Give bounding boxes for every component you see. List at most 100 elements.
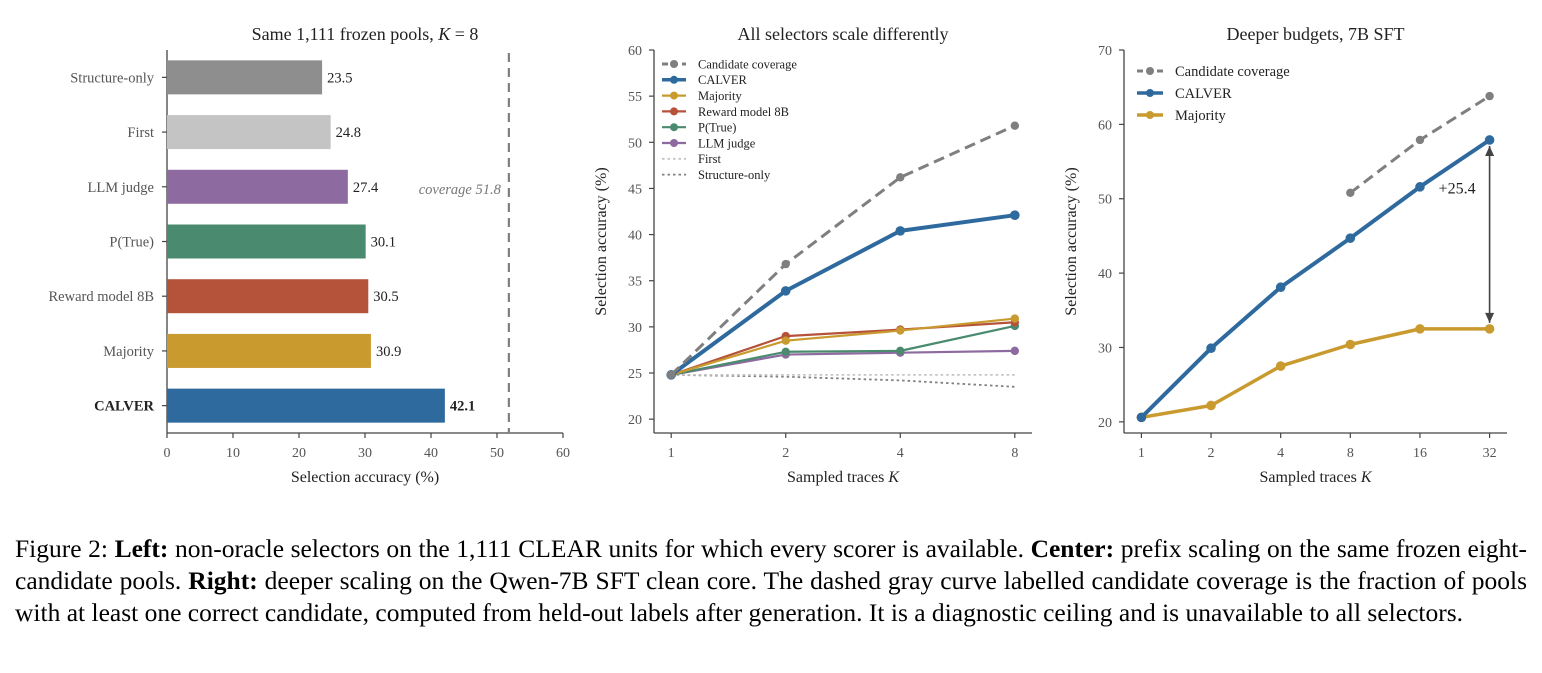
center-legend-label: Structure-only — [698, 168, 771, 182]
center-point-candidate-coverage — [1010, 121, 1020, 130]
right-chart-title: Deeper budgets, 7B SFT — [1227, 24, 1405, 44]
center-y-tick-label: 60 — [628, 44, 642, 59]
left-category-label: Reward model 8B — [48, 289, 154, 305]
center-x-tick-label: 8 — [1011, 446, 1018, 461]
center-x-tick-label: 2 — [782, 446, 789, 461]
caption-center-heading: Center: — [1030, 534, 1115, 563]
right-legend-marker-calver — [1146, 89, 1154, 97]
center-series-line-llm-judge — [670, 349, 1015, 376]
right-point-majority — [1206, 400, 1216, 411]
left-category-label: P(True) — [109, 235, 154, 251]
right-legend-marker-candidate-coverage — [1146, 67, 1154, 75]
left-category-label: Structure-only — [70, 70, 155, 86]
left-x-tick-label: 10 — [226, 446, 240, 461]
center-x-tick-label: 4 — [897, 446, 904, 461]
center-point-candidate-coverage — [781, 259, 790, 269]
center-y-tick-label: 45 — [628, 182, 642, 197]
left-x-axis-label: Selection accuracy (%) — [291, 469, 439, 486]
center-series-line-candidate-coverage — [670, 124, 1016, 376]
left-value-label: 24.8 — [336, 125, 361, 141]
center-y-tick-label: 25 — [628, 367, 642, 382]
center-series-line-majority — [670, 317, 1015, 376]
center-series-line-p-true — [670, 324, 1016, 376]
right-legend-label: Majority — [1175, 108, 1226, 124]
right-x-tick-label: 32 — [1483, 446, 1497, 461]
right-x-tick-label: 1 — [1138, 446, 1145, 461]
center-point-majority — [896, 326, 905, 335]
right-point-calver — [1415, 182, 1425, 192]
right-x-tick-label: 4 — [1277, 446, 1284, 461]
center-point-candidate-coverage — [896, 173, 905, 182]
center-point-calver — [1010, 210, 1020, 220]
center-legend-marker-candidate-coverage — [670, 60, 678, 68]
center-series-line-structure-only — [671, 373, 1015, 388]
center-legend-label: First — [698, 152, 721, 166]
left-x-tick-label: 20 — [292, 446, 306, 461]
center-legend-marker-p-true — [670, 123, 678, 132]
left-x-tick-label: 40 — [424, 446, 438, 461]
caption-left-heading: Left: — [114, 534, 169, 563]
right-legend-label: Candidate coverage — [1175, 64, 1290, 80]
right-series-line-majority — [1141, 327, 1490, 420]
center-legend-label: Reward model 8B — [698, 105, 789, 119]
left-value-label: 42.1 — [450, 399, 475, 415]
figure-caption: Figure 2: Left: non-oracle selectors on … — [15, 533, 1527, 629]
center-legend-marker-llm-judge — [670, 139, 678, 147]
right-point-majority — [1345, 339, 1356, 350]
right-legend-marker-majority — [1146, 111, 1154, 119]
panel-center-line-chart: All selectors scale differently 20 25 30 35 4… — [593, 24, 1032, 486]
center-point-majority — [781, 336, 790, 345]
right-point-majority — [1415, 324, 1425, 334]
left-category-label: First — [127, 125, 154, 141]
left-value-label: 30.5 — [373, 289, 398, 305]
left-bar-majority — [167, 333, 371, 368]
left-value-label: 30.9 — [376, 344, 401, 360]
figure: Same 1,111 frozen pools, K = 8 0 10 20 30 40 5… — [48, 24, 1507, 486]
left-coverage-label: coverage 51.8 — [419, 182, 502, 198]
center-series-line-reward-model-8b — [670, 321, 1015, 376]
right-gap-arrow-head-bottom — [1485, 312, 1495, 323]
left-x-tick-label: 0 — [164, 446, 171, 461]
center-y-tick-label: 35 — [628, 275, 642, 290]
center-y-tick-label: 55 — [628, 90, 642, 105]
caption-right-heading: Right: — [188, 566, 258, 595]
left-bar-structure-only — [167, 60, 323, 95]
right-y-tick-label: 60 — [1098, 118, 1112, 133]
center-legend-marker-reward-model-8b — [670, 107, 678, 116]
caption-figure-label: Figure 2: — [15, 534, 115, 563]
left-value-label: 27.4 — [353, 180, 379, 196]
right-y-tick-label: 50 — [1098, 193, 1112, 208]
left-x-tick-label: 30 — [358, 446, 372, 461]
center-legend-marker-calver — [670, 75, 678, 84]
center-point-p-true — [896, 346, 905, 356]
caption-center-text: prefix scaling on the same frozen eight-… — [15, 534, 1528, 595]
right-y-tick-label: 70 — [1098, 44, 1112, 59]
center-legend-marker-majority — [670, 91, 678, 100]
center-legend-label: LLM judge — [698, 136, 756, 150]
left-bar-first — [167, 115, 331, 150]
right-point-calver — [1345, 233, 1356, 243]
left-category-label: CALVER — [94, 399, 154, 415]
center-point-calver — [780, 286, 791, 296]
panel-right-line-chart: Deeper budgets, 7B SFT 20 30 40 50 60 70 1 2 4 8 16… — [1063, 24, 1507, 486]
right-point-majority — [1484, 324, 1495, 334]
left-bar-llm-judge — [167, 169, 348, 204]
center-y-axis-label: Selection accuracy (%) — [593, 167, 610, 315]
left-chart-title: Same 1,111 frozen pools, K = 8 — [252, 24, 479, 44]
center-point-p-true — [781, 347, 790, 356]
center-x-tick-label: 1 — [668, 446, 675, 461]
caption-right-text: deeper scaling on the Qwen-7B SFT clean … — [15, 566, 1528, 627]
right-x-tick-label: 8 — [1347, 446, 1354, 461]
right-point-candidate-coverage — [1485, 91, 1494, 101]
left-value-label: 30.1 — [371, 235, 396, 251]
right-point-majority — [1275, 361, 1286, 371]
right-x-axis-label: Sampled traces K — [1260, 469, 1373, 486]
left-x-tick-label: 50 — [490, 446, 504, 461]
center-y-tick-label: 50 — [628, 136, 642, 151]
center-y-tick-label: 40 — [628, 229, 642, 244]
center-legend-label: CALVER — [698, 73, 748, 87]
left-x-tick-label: 60 — [556, 446, 570, 461]
left-category-label: Majority — [103, 344, 154, 360]
right-gap-arrow-head-top — [1485, 145, 1495, 156]
right-y-tick-label: 40 — [1098, 267, 1112, 282]
